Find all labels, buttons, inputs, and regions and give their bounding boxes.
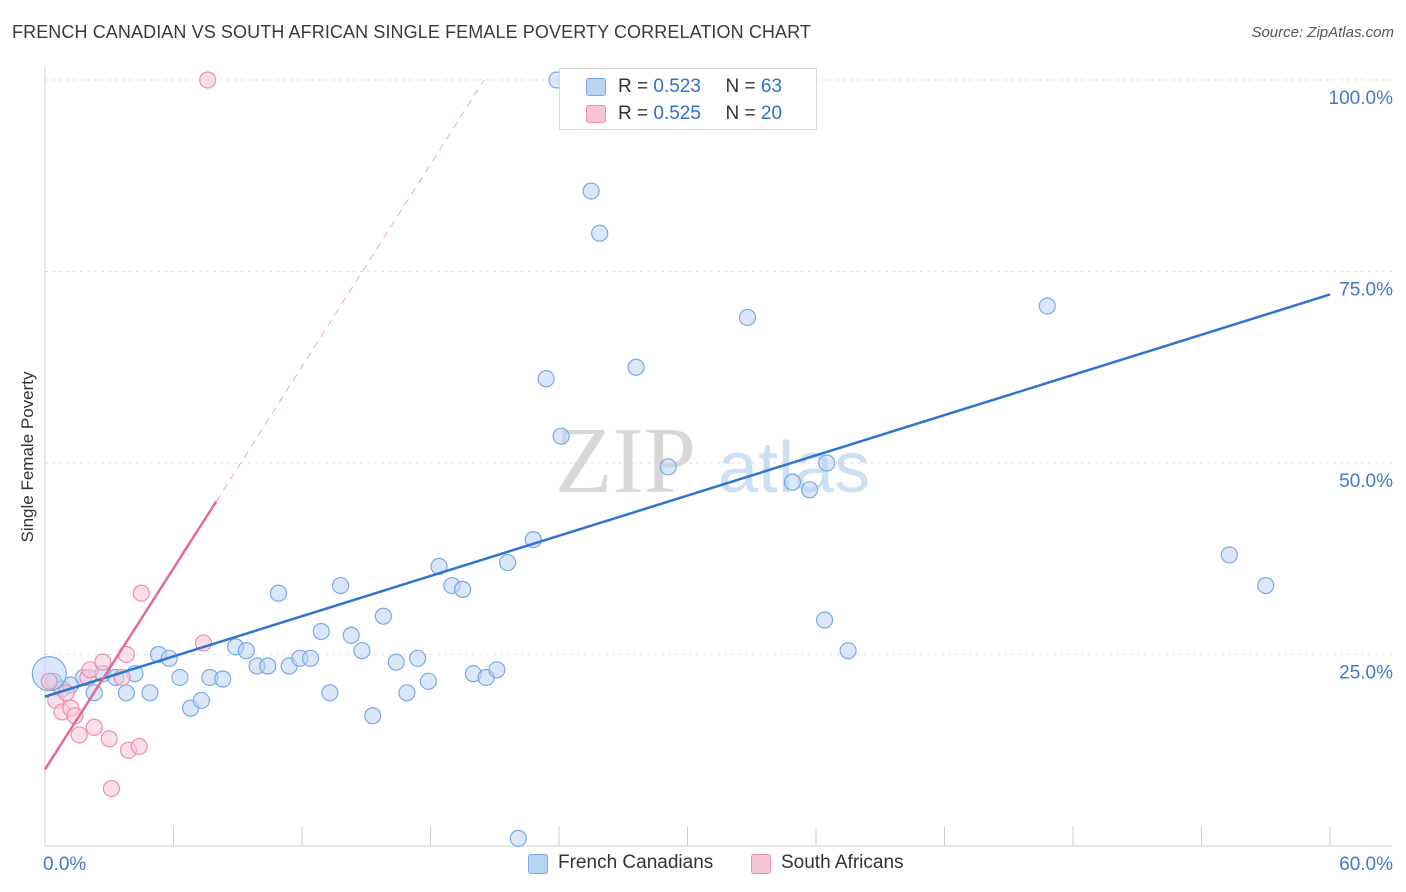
- point-south-africans: [70, 726, 88, 744]
- point-south-africans: [199, 71, 217, 89]
- r-value: 0.525: [653, 103, 701, 124]
- point-french-canadians: [409, 649, 427, 667]
- point-south-africans: [85, 718, 103, 736]
- point-french-canadians: [192, 691, 210, 710]
- point-south-africans: [130, 737, 148, 756]
- legend-stats-text: R = 0.523 N = 63: [618, 76, 782, 98]
- point-south-africans: [102, 779, 120, 798]
- point-french-canadians: [321, 684, 339, 702]
- point-french-canadians: [839, 642, 857, 660]
- axes: [44, 66, 1392, 847]
- x-tick-label-min: 0.0%: [43, 854, 86, 875]
- point-french-canadians: [454, 580, 472, 598]
- trendline-south-africans: [43, 500, 218, 771]
- y-tick-label: 50.0%: [1339, 471, 1393, 492]
- point-french-canadians: [818, 454, 836, 472]
- point-french-canadians: [499, 553, 517, 572]
- point-french-canadians: [312, 622, 330, 641]
- tick-labels: 25.0% 50.0% 75.0% 100.0% 0.0% 60.0%: [43, 88, 1393, 875]
- legend-swatch-blue: [586, 78, 606, 96]
- bottom-legend-label: South Africans: [781, 852, 904, 873]
- point-french-canadians: [659, 458, 677, 476]
- point-french-canadians: [374, 607, 392, 625]
- point-south-africans: [132, 584, 150, 602]
- point-french-canadians: [1038, 297, 1056, 315]
- stats-legend: R = 0.523 N = 63 R = 0.525 N = 20: [559, 68, 817, 130]
- y-tick-label: 25.0%: [1339, 663, 1393, 684]
- point-french-canadians: [387, 653, 405, 671]
- trendline-south-africans: [215, 79, 485, 502]
- r-label: R =: [618, 103, 649, 124]
- point-french-canadians: [259, 657, 277, 675]
- point-french-canadians: [269, 584, 288, 602]
- y-tick-label: 100.0%: [1329, 88, 1394, 109]
- watermark-zip: ZIP: [555, 409, 696, 513]
- point-french-canadians: [398, 684, 416, 702]
- legend-swatch-pink: [586, 105, 606, 123]
- point-french-canadians: [331, 576, 350, 595]
- point-french-canadians: [141, 684, 159, 702]
- point-french-canadians: [783, 473, 802, 491]
- point-french-canadians: [738, 308, 757, 327]
- point-french-canadians: [214, 670, 232, 688]
- point-french-canadians: [488, 661, 506, 679]
- n-label: N =: [725, 76, 756, 97]
- point-french-canadians: [509, 829, 527, 847]
- point-french-canadians: [537, 370, 555, 388]
- r-label: R =: [618, 76, 649, 97]
- point-french-canadians: [419, 672, 437, 690]
- point-french-canadians: [582, 182, 600, 200]
- point-french-canadians: [237, 642, 255, 660]
- source-label: Source: ZipAtlas.com: [1251, 24, 1394, 41]
- y-tick-label: 75.0%: [1339, 280, 1393, 301]
- point-south-africans: [100, 730, 118, 748]
- point-south-africans: [94, 653, 112, 671]
- legend-stats-text: R = 0.525 N = 20: [618, 103, 782, 125]
- n-value: 63: [760, 76, 783, 97]
- point-french-canadians: [591, 224, 609, 242]
- trendlines: [43, 79, 1331, 771]
- point-french-canadians: [353, 642, 371, 660]
- r-value: 0.523: [653, 76, 701, 97]
- chart-title: FRENCH CANADIAN VS SOUTH AFRICAN SINGLE …: [12, 22, 812, 42]
- gridlines: [45, 79, 1392, 655]
- n-value: 20: [760, 103, 783, 124]
- trendline-french-canadians: [44, 293, 1331, 698]
- point-south-africans: [40, 672, 58, 690]
- bottom-legend-swatch-blue: [528, 854, 548, 874]
- point-french-canadians: [171, 668, 189, 687]
- point-french-canadians: [552, 427, 570, 445]
- point-french-canadians: [1257, 576, 1275, 595]
- point-french-canadians: [117, 684, 135, 702]
- point-french-canadians: [301, 649, 320, 667]
- watermark-atlas: atlas: [718, 428, 870, 508]
- point-french-canadians: [1220, 546, 1238, 564]
- point-french-canadians: [342, 626, 360, 644]
- point-south-africans: [81, 661, 99, 679]
- data-points: [31, 71, 1275, 847]
- point-french-canadians: [815, 611, 834, 629]
- point-french-canadians: [364, 707, 382, 725]
- n-label: N =: [725, 103, 756, 124]
- point-french-canadians: [800, 481, 819, 499]
- bottom-legend-swatch-pink: [751, 854, 771, 874]
- x-tick-label-max: 60.0%: [1339, 854, 1393, 875]
- bottom-legend-label: French Canadians: [558, 852, 714, 873]
- point-french-canadians: [627, 358, 645, 376]
